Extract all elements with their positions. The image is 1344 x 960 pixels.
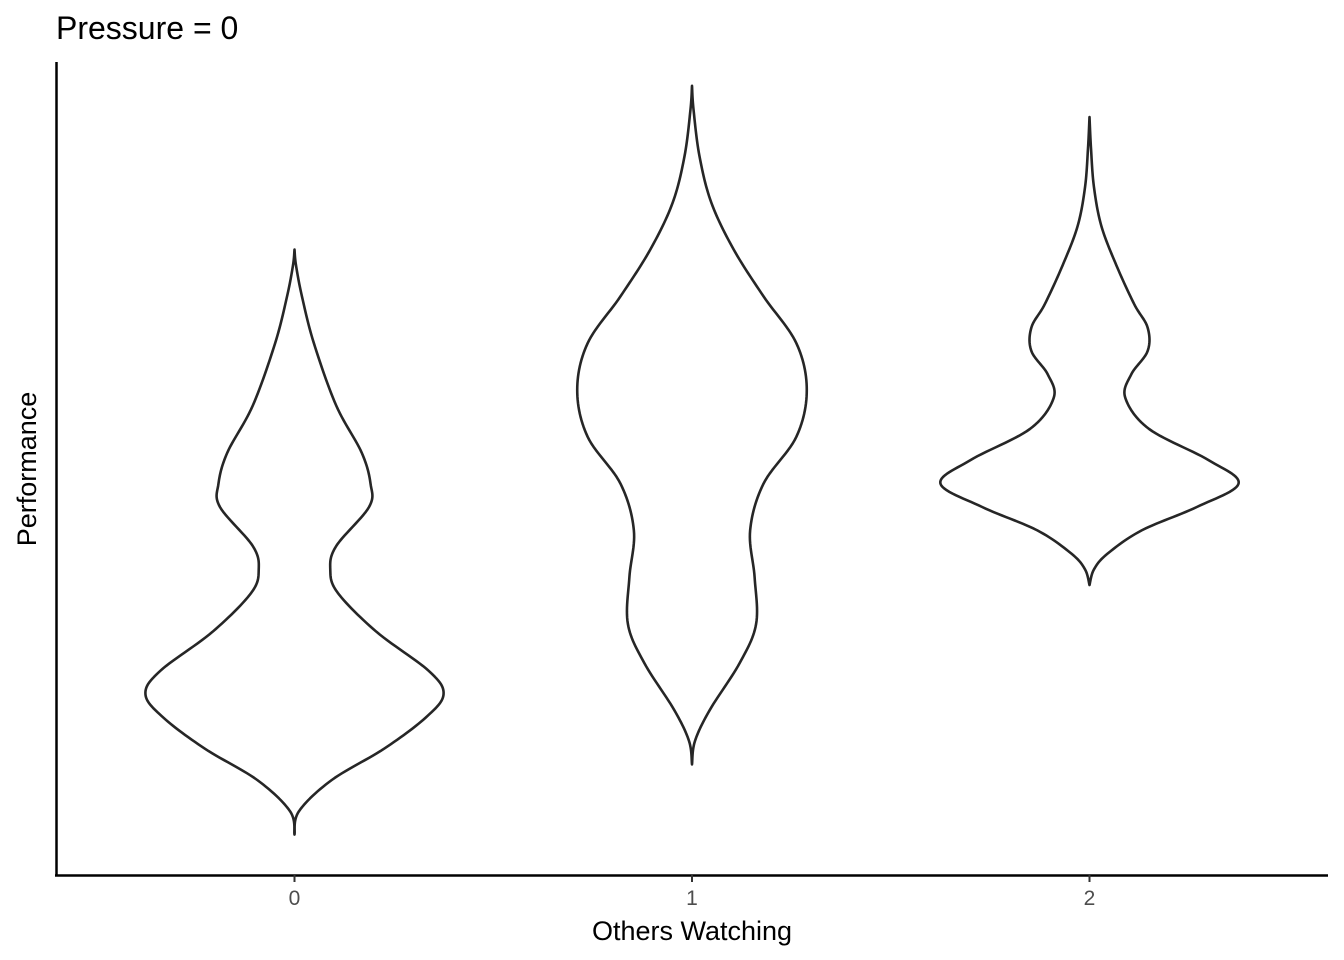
x-tick-group: 0 1 2 xyxy=(289,875,1096,910)
x-tick-label-1: 1 xyxy=(686,887,698,910)
y-axis-label: Performance xyxy=(12,392,42,547)
x-axis-label: Others Watching xyxy=(592,916,792,946)
x-tick-label-2: 2 xyxy=(1084,887,1096,910)
violin-1 xyxy=(575,84,809,766)
violin-2 xyxy=(938,115,1241,587)
violin-0 xyxy=(144,248,445,836)
violin-group xyxy=(144,84,1241,836)
chart-title: Pressure = 0 xyxy=(56,10,238,46)
x-tick-label-0: 0 xyxy=(289,887,301,910)
